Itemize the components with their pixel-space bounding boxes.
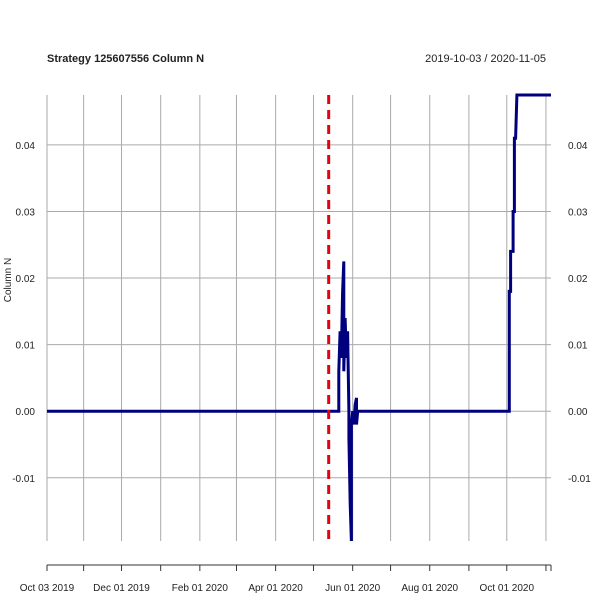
x-tick-label: Aug 01 2020 bbox=[401, 583, 458, 594]
y-tick-label: 0.02 bbox=[568, 274, 588, 285]
y-tick-label: 0.03 bbox=[16, 207, 36, 218]
y-tick-label: 0.01 bbox=[16, 341, 36, 352]
y-tick-label: 0.01 bbox=[568, 341, 588, 352]
y-tick-label: -0.01 bbox=[568, 474, 591, 485]
y-grid bbox=[47, 144, 551, 479]
x-grid bbox=[46, 95, 547, 541]
y-tick-label: -0.01 bbox=[12, 474, 35, 485]
x-tick-label: Dec 01 2019 bbox=[93, 583, 150, 594]
y-tick-label: 0.04 bbox=[16, 141, 36, 152]
x-tick-label: Jun 01 2020 bbox=[325, 583, 380, 594]
date-range-label: 2019-10-03 / 2020-11-05 bbox=[425, 53, 546, 65]
x-tick-label: Oct 03 2019 bbox=[20, 583, 75, 594]
x-tick-label: Apr 01 2020 bbox=[248, 583, 303, 594]
y-tick-label: 0.03 bbox=[568, 207, 588, 218]
y-tick-label: 0.00 bbox=[568, 407, 588, 418]
y-tick-label: 0.04 bbox=[568, 141, 588, 152]
chart-title: Strategy 125607556 Column N bbox=[47, 53, 204, 65]
y-ticks-right: -0.01 0.00 0.01 0.02 0.03 0.04 bbox=[568, 141, 591, 485]
x-tick-label: Oct 01 2020 bbox=[480, 583, 535, 594]
y-ticks-left: -0.01 0.00 0.01 0.02 0.03 0.04 bbox=[12, 141, 35, 485]
y-axis-label: Column N bbox=[3, 258, 14, 302]
x-tick-label: Feb 01 2020 bbox=[172, 583, 229, 594]
y-tick-label: 0.00 bbox=[16, 407, 36, 418]
x-axis: Oct 03 2019 Dec 01 2019 Feb 01 2020 Apr 01 … bbox=[20, 564, 552, 594]
series-line bbox=[47, 93, 551, 542]
y-tick-label: 0.02 bbox=[16, 274, 36, 285]
series-layer bbox=[47, 93, 551, 542]
